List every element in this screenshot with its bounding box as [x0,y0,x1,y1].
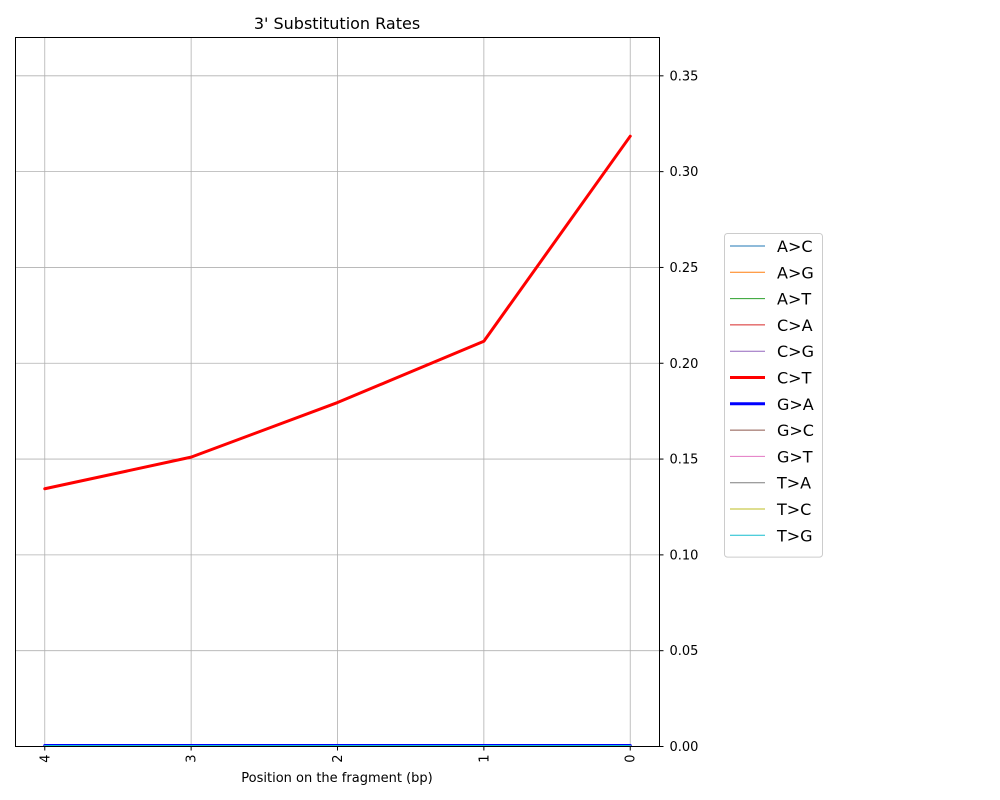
legend-label-G-to-T: G>T [777,447,813,466]
legend-label-T-to-G: T>G [776,526,813,545]
y-tick-label: 0.05 [670,644,699,659]
x-tick-label: 3 [185,755,200,763]
legend-label-G-to-A: G>A [777,395,814,414]
legend-label-G-to-C: G>C [777,421,814,440]
legend-label-C-to-G: C>G [777,342,814,361]
series-line-C-to-T [43,134,632,491]
x-axis: 4 3 2 1 0 [38,746,639,763]
grid [15,37,660,747]
x-axis-label: Position on the fragment (bp) [241,771,432,786]
y-tick-label: 0.20 [670,357,699,372]
y-tick-label: 0.30 [670,165,699,180]
y-tick-label: 0.00 [670,740,699,755]
legend-label-A-to-T: A>T [777,290,811,309]
y-tick-label: 0.15 [670,453,699,468]
x-tick-label: 4 [38,755,53,763]
legend-box [724,233,823,558]
legend-label-C-to-T: C>T [777,369,812,388]
legend-label-T-to-C: T>C [776,500,811,519]
y-tick-label: 0.10 [670,548,699,563]
legend-label-A-to-C: A>C [777,237,813,256]
x-tick-label: 0 [624,755,639,763]
series-layer [43,134,632,748]
x-tick-label: 1 [477,755,492,763]
y-tick-label: 0.35 [670,69,699,84]
legend-label-T-to-A: T>A [776,474,811,493]
y-axis: 0.00 0.05 0.10 0.15 0.20 0.25 0.30 0.35 [659,69,699,755]
legend-label-C-to-A: C>A [777,316,813,335]
chart-title: 3' Substitution Rates [254,14,420,33]
x-tick-label: 2 [331,755,346,763]
legend-label-A-to-G: A>G [777,263,814,282]
legend: A>C A>G A>T C>A C>G C>T G>A G>C G>T T>A T>C T>G [724,233,823,558]
y-tick-label: 0.25 [670,261,699,276]
